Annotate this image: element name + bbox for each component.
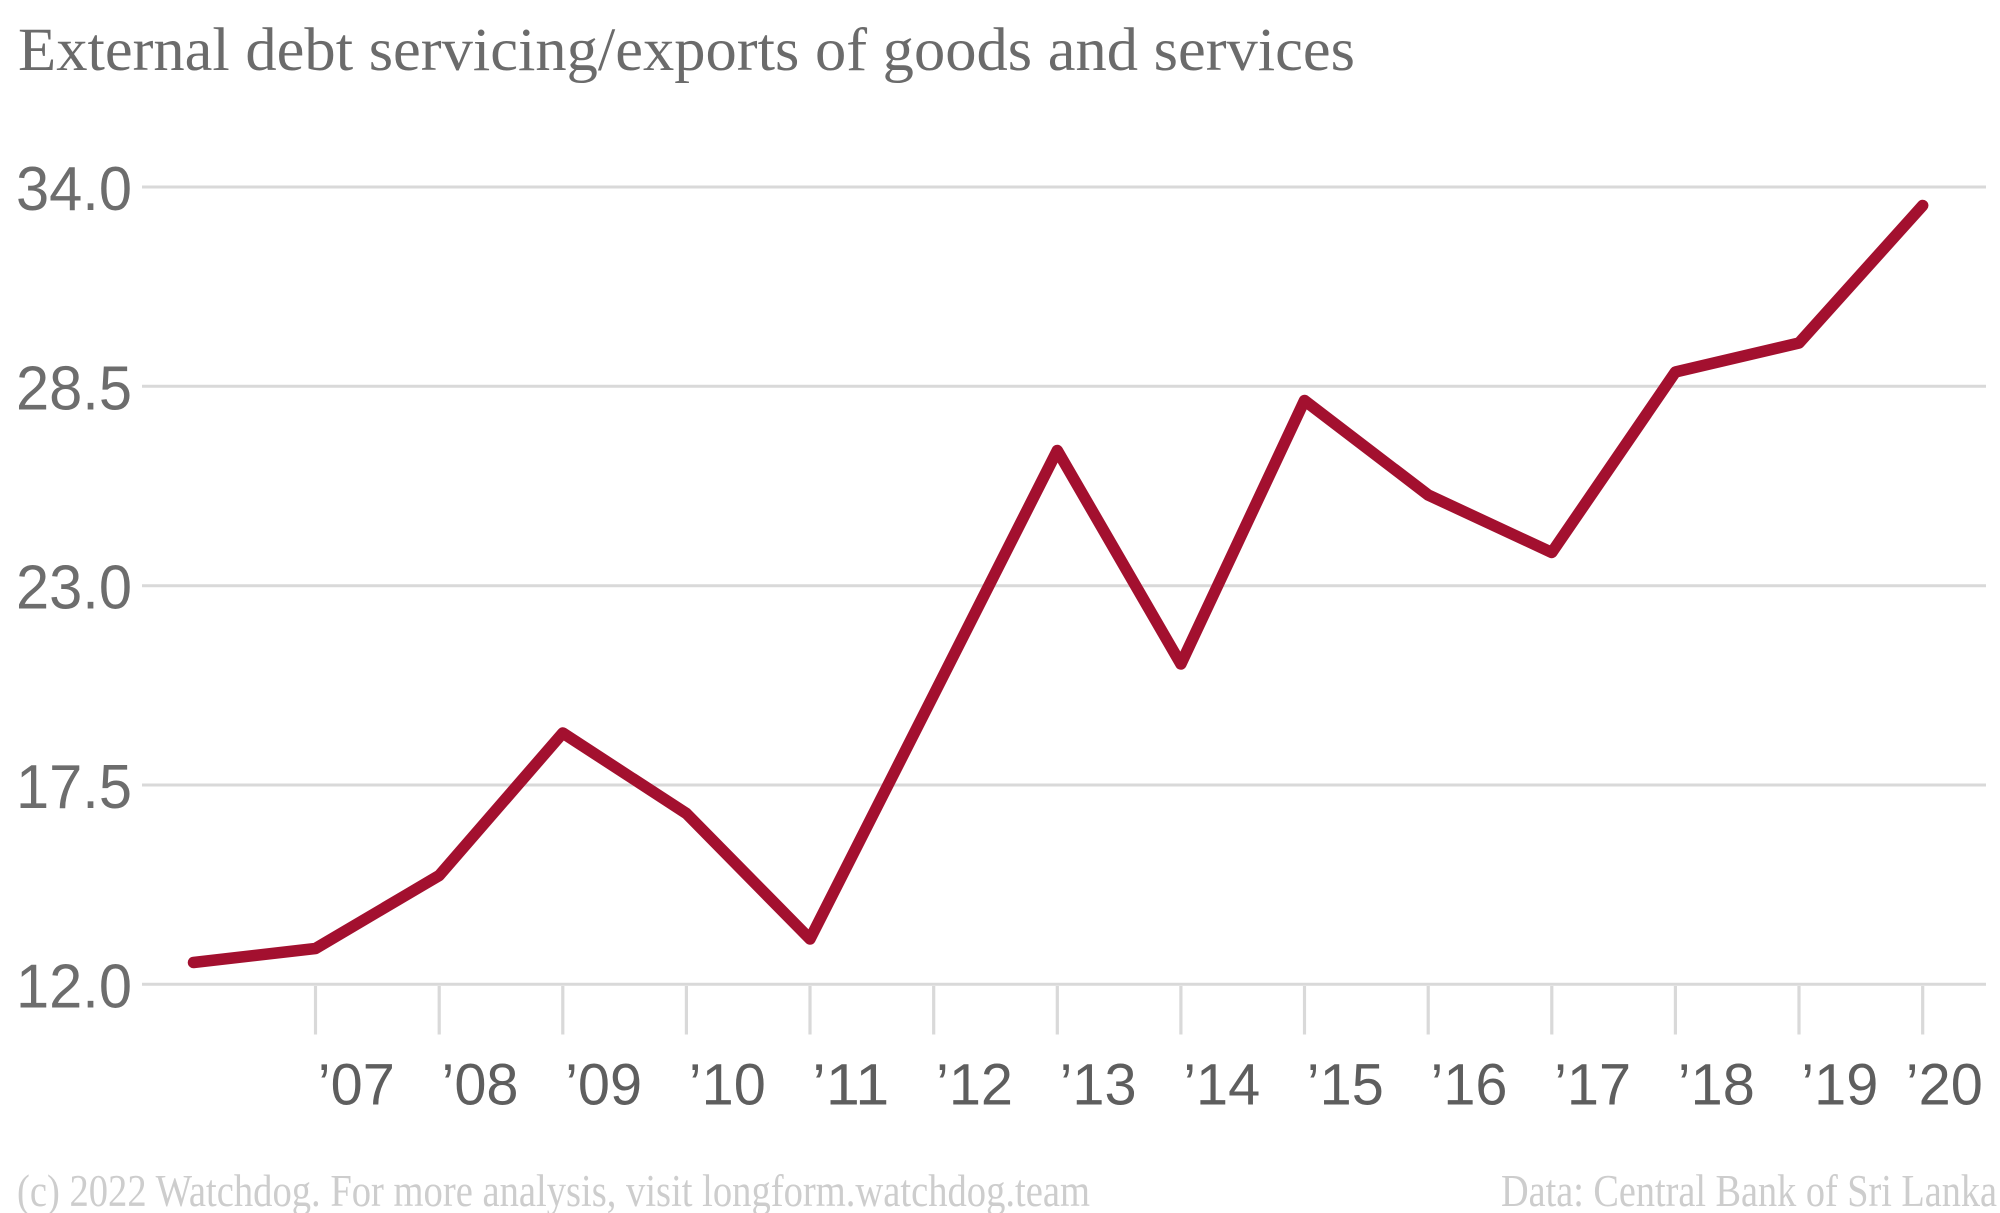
svg-text:’10: ’10 xyxy=(689,1053,766,1118)
svg-text:23.0: 23.0 xyxy=(16,554,132,623)
svg-text:’07: ’07 xyxy=(318,1053,395,1118)
svg-text:’12: ’12 xyxy=(936,1053,1013,1118)
svg-text:’16: ’16 xyxy=(1431,1053,1508,1118)
svg-text:’17: ’17 xyxy=(1554,1053,1631,1118)
svg-text:’20: ’20 xyxy=(1906,1053,1983,1118)
svg-text:’14: ’14 xyxy=(1183,1053,1260,1118)
svg-text:’18: ’18 xyxy=(1678,1053,1755,1118)
svg-text:External debt servicing/export: External debt servicing/exports of goods… xyxy=(18,17,1355,84)
svg-text:’15: ’15 xyxy=(1307,1053,1384,1118)
svg-text:’11: ’11 xyxy=(812,1053,889,1118)
svg-text:’09: ’09 xyxy=(565,1053,642,1118)
svg-text:34.0: 34.0 xyxy=(16,155,132,224)
svg-text:Data: Central Bank of Sri Lank: Data: Central Bank of Sri Lanka xyxy=(1501,1166,1997,1213)
svg-text:’13: ’13 xyxy=(1060,1053,1137,1118)
svg-text:17.5: 17.5 xyxy=(16,753,132,822)
svg-text:12.0: 12.0 xyxy=(16,952,132,1021)
svg-text:’19: ’19 xyxy=(1801,1053,1878,1118)
svg-text:28.5: 28.5 xyxy=(16,354,132,423)
svg-text:’08: ’08 xyxy=(442,1053,519,1118)
svg-text:(c) 2022 Watchdog. For more an: (c) 2022 Watchdog. For more analysis, vi… xyxy=(17,1166,1090,1213)
